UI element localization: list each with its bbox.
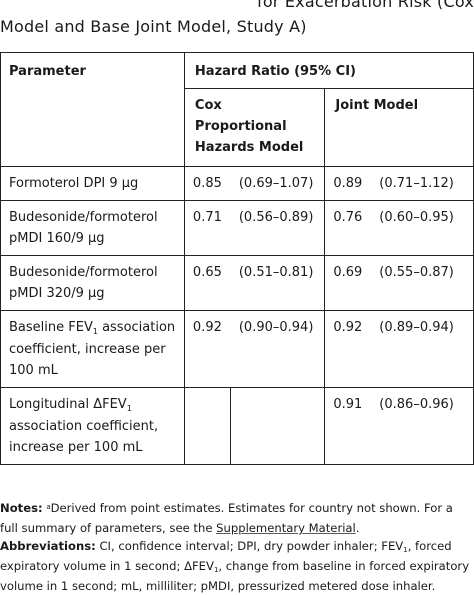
cox-model-header: Cox Proportional Hazards Model [183,88,326,167]
row-label: Budesonide/formoterol pMDI 160/9 µg [0,200,185,256]
table-row: Longitudinal ΔFEV1 association coefficie… [0,387,474,465]
cox-hr-value: 0.92 [183,310,231,388]
cox-ci-value: (0.51–0.81) [230,255,326,311]
table-caption-line1: afor Exacerbation Risk (Cox [247,0,474,11]
supplementary-material-link[interactable]: Supplementary Material [216,521,356,535]
cox-ci-value: (0.90–0.94) [230,310,326,388]
cox-ci-value: (0.56–0.89) [230,200,326,256]
row-label: Longitudinal ΔFEV1 association coefficie… [0,387,185,465]
joint-ci-value: (0.86–0.96) [371,387,474,465]
joint-hr-value: 0.89 [324,166,372,201]
table-row: Formoterol DPI 9 µg 0.85 (0.69–1.07) 0.8… [0,166,474,201]
joint-ci-value: (0.60–0.95) [371,200,474,256]
cox-ci-value: (0.69–1.07) [230,166,326,201]
table-row: Budesonide/formoterol pMDI 320/9 µg 0.65… [0,255,474,311]
parameter-header: Parameter [0,52,185,167]
abbreviations-paragraph: Abbreviations: CI, confidence interval; … [0,539,470,593]
notes-paragraph: Notes: aDerived from point estimates. Es… [0,501,453,535]
row-label: Baseline FEV1 association coefficient, i… [0,310,185,388]
joint-ci-value: (0.71–1.12) [371,166,474,201]
table-row: Budesonide/formoterol pMDI 160/9 µg 0.71… [0,200,474,256]
joint-ci-value: (0.89–0.94) [371,310,474,388]
table-row: Baseline FEV1 association coefficient, i… [0,310,474,388]
cox-ci-value [230,387,326,465]
table-notes: Notes: aDerived from point estimates. Es… [0,499,474,595]
row-label: Budesonide/formoterol pMDI 320/9 µg [0,255,185,311]
joint-hr-value: 0.69 [324,255,372,311]
hazard-ratio-table: Parameter Hazard Ratio (95% CI) Cox Prop… [0,52,474,465]
table-caption-line2: Model and Base Joint Model, Study A) [0,17,307,36]
joint-model-header: Joint Model [324,88,474,167]
row-label: Formoterol DPI 9 µg [0,166,185,201]
hazard-ratio-header: Hazard Ratio (95% CI) [183,52,474,89]
caption-line1-text: for Exacerbation Risk (Cox [256,0,474,11]
joint-hr-value: 0.92 [324,310,372,388]
header-row-2: Cox Proportional Hazards Model Joint Mod… [1,88,474,167]
joint-hr-value: 0.91 [324,387,372,465]
cox-hr-value: 0.65 [183,255,231,311]
cox-header-line3: Hazards Model [194,140,304,155]
cox-hr-value: 0.85 [183,166,231,201]
joint-hr-value: 0.76 [324,200,372,256]
cox-hr-value [183,387,232,465]
cox-hr-value: 0.71 [183,200,231,256]
cox-header-line1: Cox [194,98,222,113]
header-row-1: Parameter Hazard Ratio (95% CI) [0,52,474,167]
cox-header-line2: Proportional [194,119,287,134]
joint-ci-value: (0.55–0.87) [371,255,474,311]
